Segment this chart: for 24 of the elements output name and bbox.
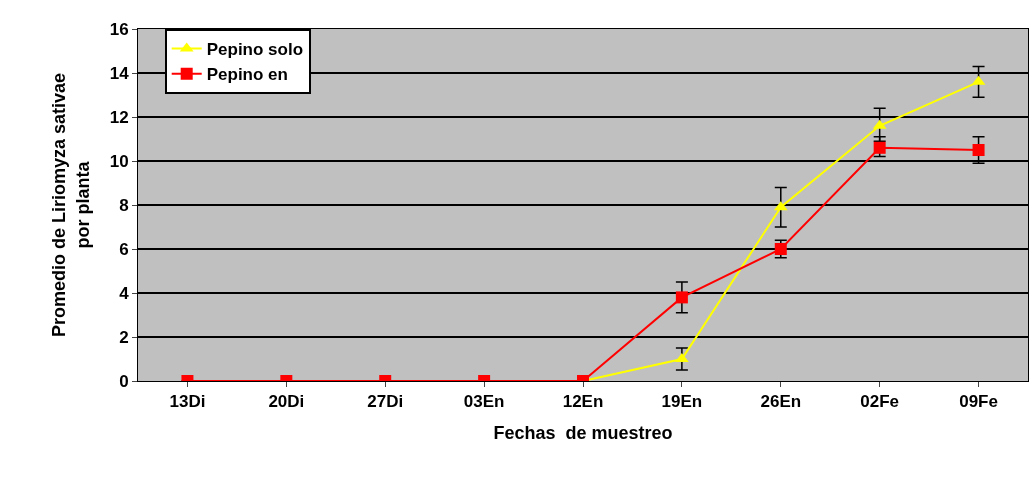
y-tick-label: 16 bbox=[109, 19, 129, 39]
point bbox=[972, 144, 985, 156]
legend-label: Pepino en bbox=[206, 65, 288, 85]
x-tick-label: 26En bbox=[760, 392, 802, 412]
x-tick-label: 02Fe bbox=[860, 392, 900, 412]
x-tick-label: 12En bbox=[562, 392, 604, 412]
x-tick-label: 19En bbox=[661, 392, 703, 412]
y-axis-title: Promedio de Liriomyza sativae por planta bbox=[49, 72, 93, 338]
y-tick-label: 6 bbox=[119, 239, 129, 259]
y-tick-label: 10 bbox=[109, 151, 129, 171]
x-tick-label: 20Di bbox=[268, 392, 305, 412]
y-tick-label: 14 bbox=[109, 63, 130, 83]
y-tick-label: 12 bbox=[109, 107, 129, 127]
point bbox=[873, 141, 886, 154]
y-tick-label: 8 bbox=[119, 195, 129, 215]
x-tick-label: 27Di bbox=[367, 392, 404, 412]
y-tick-label: 0 bbox=[119, 371, 129, 391]
legend-label: Pepino solo bbox=[206, 40, 304, 60]
x-tick-label: 03En bbox=[463, 392, 505, 412]
x-axis-title: Fechas de muestreo bbox=[493, 422, 673, 443]
y-tick-label: 2 bbox=[119, 327, 129, 347]
x-tick-label: 13Di bbox=[169, 392, 206, 412]
x-tick-label: 09Fe bbox=[959, 392, 998, 412]
y-tick-label: 4 bbox=[119, 283, 130, 303]
